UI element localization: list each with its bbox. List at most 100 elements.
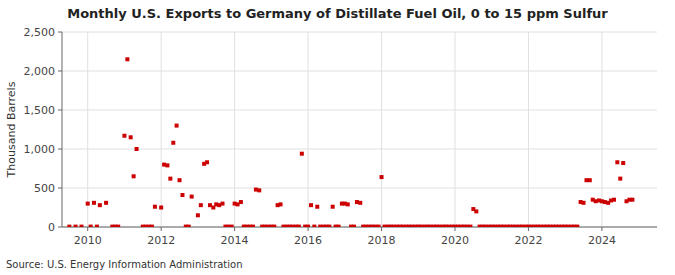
point bbox=[257, 188, 261, 192]
point bbox=[187, 225, 191, 227]
point bbox=[337, 225, 341, 227]
point bbox=[79, 225, 83, 227]
tick-mark bbox=[58, 32, 62, 33]
y-axis-label: Thousand Barrels bbox=[5, 81, 18, 178]
point bbox=[615, 160, 619, 164]
point bbox=[205, 160, 209, 164]
grid-line bbox=[308, 32, 309, 227]
point bbox=[352, 225, 356, 227]
point bbox=[621, 161, 625, 165]
point bbox=[199, 203, 203, 207]
point bbox=[104, 201, 108, 205]
tick-mark bbox=[454, 227, 455, 231]
grid-line bbox=[62, 188, 657, 189]
title: Monthly U.S. Exports to Germany of Disti… bbox=[67, 6, 608, 21]
point bbox=[129, 135, 133, 139]
point bbox=[196, 213, 200, 217]
tick-label: 2022 bbox=[514, 234, 542, 247]
tick-label: 2,500 bbox=[24, 26, 56, 39]
point bbox=[309, 203, 313, 207]
grid-line bbox=[381, 32, 382, 227]
point bbox=[588, 178, 592, 182]
axes: 05001,0001,5002,0002,5002010201220142016… bbox=[24, 26, 658, 247]
tick-mark bbox=[58, 227, 62, 228]
tick-label: 2020 bbox=[441, 234, 469, 247]
point bbox=[297, 225, 301, 227]
point bbox=[251, 225, 255, 227]
grid-line bbox=[528, 32, 529, 227]
point bbox=[178, 178, 182, 182]
point bbox=[165, 163, 169, 167]
point bbox=[92, 201, 96, 205]
point bbox=[300, 152, 304, 156]
grid-line bbox=[62, 149, 657, 150]
grid-line bbox=[601, 32, 602, 227]
point bbox=[150, 225, 154, 227]
point bbox=[122, 134, 126, 138]
point bbox=[630, 198, 634, 202]
tick-mark bbox=[58, 149, 62, 150]
point bbox=[331, 205, 335, 209]
point bbox=[125, 57, 129, 61]
point bbox=[468, 225, 472, 227]
point bbox=[377, 225, 381, 227]
point bbox=[612, 198, 616, 202]
grid-line bbox=[234, 32, 235, 227]
y-axis-line bbox=[62, 32, 63, 227]
point bbox=[618, 177, 622, 181]
point bbox=[306, 225, 310, 227]
point bbox=[327, 225, 331, 227]
point bbox=[221, 202, 225, 206]
point bbox=[239, 200, 243, 204]
tick-label: 1,500 bbox=[24, 104, 56, 117]
point bbox=[380, 175, 384, 179]
grid-line bbox=[454, 32, 455, 227]
point bbox=[98, 203, 102, 207]
point bbox=[315, 205, 319, 209]
tick-label: 2018 bbox=[368, 234, 396, 247]
grid-line bbox=[62, 32, 657, 33]
tick-label: 1,000 bbox=[24, 143, 56, 156]
point bbox=[86, 202, 90, 206]
point bbox=[575, 225, 579, 227]
tick-mark bbox=[601, 227, 602, 231]
tick-label: 2014 bbox=[221, 234, 249, 247]
point bbox=[89, 225, 93, 227]
point bbox=[272, 225, 276, 227]
point bbox=[230, 225, 234, 227]
point bbox=[74, 225, 78, 227]
tick-mark bbox=[87, 227, 88, 231]
point bbox=[190, 195, 194, 199]
point bbox=[358, 201, 362, 205]
point bbox=[135, 147, 139, 151]
tick-mark bbox=[234, 227, 235, 231]
point bbox=[132, 174, 136, 178]
point bbox=[279, 202, 283, 206]
tick-label: 2012 bbox=[147, 234, 175, 247]
point bbox=[582, 201, 586, 205]
tick-mark bbox=[161, 227, 162, 231]
tick-label: 2,000 bbox=[24, 65, 56, 78]
point bbox=[312, 225, 316, 227]
tick-mark bbox=[58, 110, 62, 111]
tick-label: 2010 bbox=[74, 234, 102, 247]
point bbox=[116, 225, 120, 227]
tick-mark bbox=[528, 227, 529, 231]
point bbox=[474, 209, 478, 213]
tick-label: 2024 bbox=[588, 234, 616, 247]
point bbox=[168, 177, 172, 181]
chart: Monthly U.S. Exports to Germany of Disti… bbox=[0, 0, 675, 275]
point bbox=[67, 225, 71, 227]
tick-mark bbox=[308, 227, 309, 231]
tick-mark bbox=[381, 227, 382, 231]
grid-line bbox=[62, 110, 657, 111]
point bbox=[153, 205, 157, 209]
point bbox=[346, 202, 350, 206]
point bbox=[175, 124, 179, 128]
grid-line bbox=[62, 71, 657, 72]
annotation: Source: U.S. Energy Information Administ… bbox=[6, 259, 243, 270]
point bbox=[159, 206, 163, 210]
grid bbox=[62, 32, 657, 227]
grid-line bbox=[87, 32, 88, 227]
tick-label: 2016 bbox=[294, 234, 322, 247]
